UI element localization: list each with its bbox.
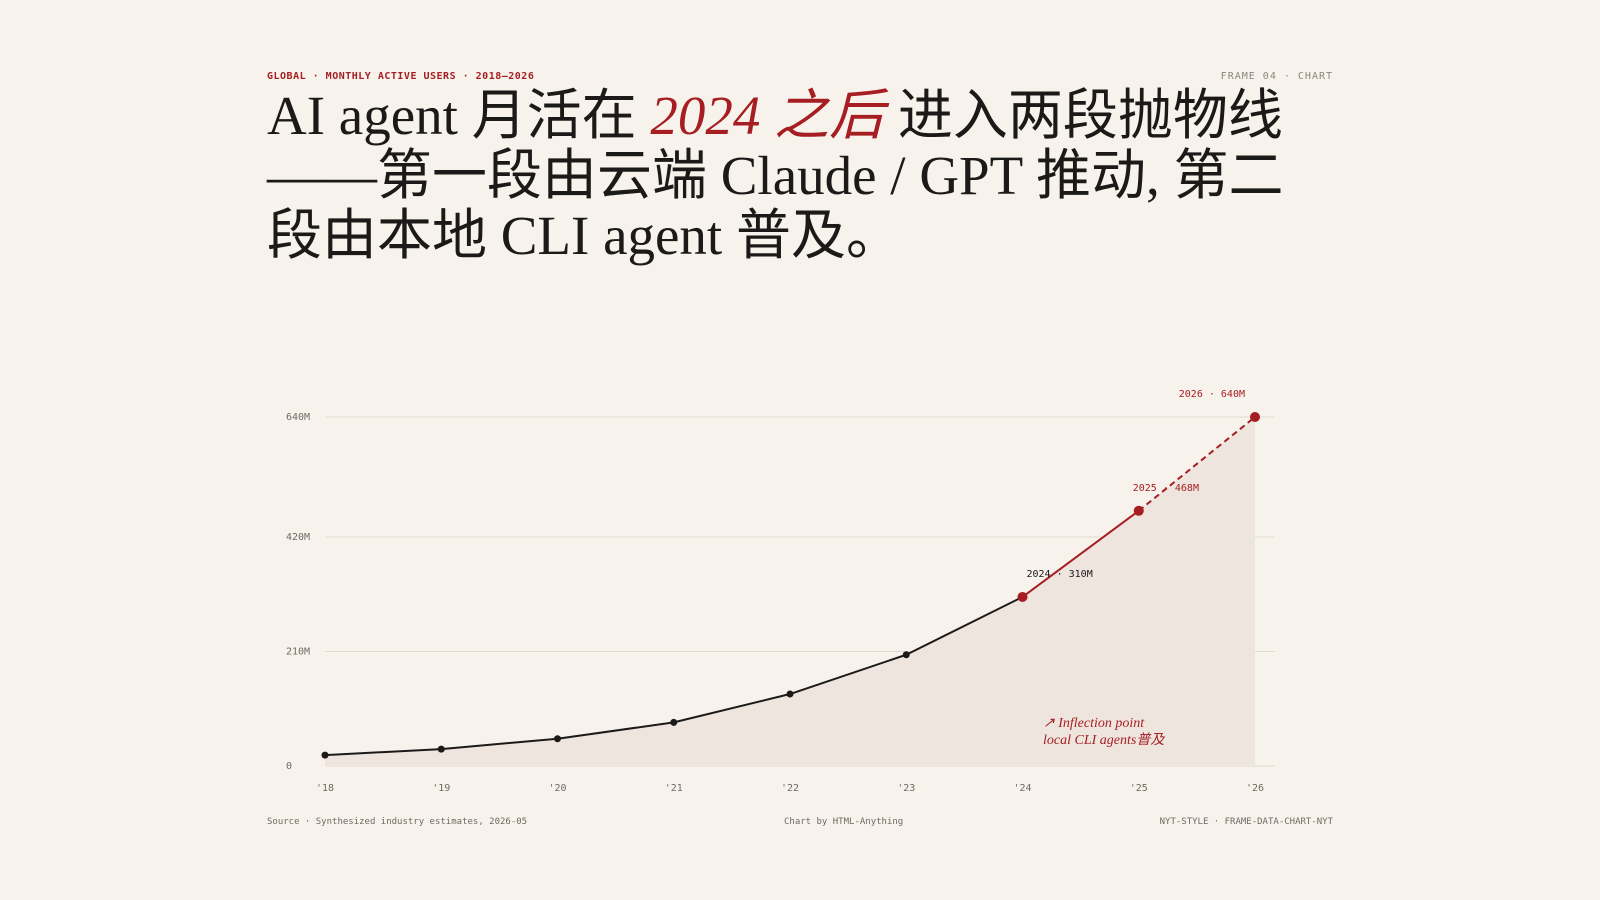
point	[786, 690, 794, 698]
annotation: ↗ Inflection point	[1043, 716, 1145, 731]
point	[1250, 412, 1260, 422]
line-segment	[789, 653, 907, 695]
point	[902, 651, 910, 659]
title-part: AI agent 月活在	[267, 85, 651, 146]
line-segment	[324, 748, 442, 757]
title: AI agent 月活在 2024 之后 进入两段抛物线 ——第一段由云端 Cl…	[267, 86, 1337, 266]
x-tick-label: '22	[781, 783, 799, 794]
x-tick-label: '25	[1130, 783, 1148, 794]
value-label: 2024 · 310M	[1027, 569, 1093, 580]
line-segment	[905, 596, 1023, 656]
area	[325, 417, 1255, 766]
annotation: local CLI agents普及	[1043, 732, 1165, 748]
x-tick-label: '23	[897, 783, 915, 794]
x-tick-label: '21	[665, 783, 683, 794]
point	[321, 751, 329, 759]
line-segment	[557, 721, 674, 740]
x-tick-label: '19	[432, 783, 450, 794]
line-segment	[673, 693, 791, 724]
source: Source · Synthesized industry estimates,…	[267, 817, 528, 827]
point	[1017, 591, 1028, 602]
x-tick-label: '24	[1013, 783, 1031, 794]
x-tick-label: '26	[1246, 783, 1264, 794]
line-segment	[441, 737, 558, 751]
point	[437, 745, 445, 753]
y-tick-label: 210M	[286, 646, 310, 657]
line-segment	[1138, 416, 1256, 512]
point	[554, 735, 561, 743]
kicker: GLOBAL · MONTHLY ACTIVE USERS · 2018–202…	[267, 71, 535, 82]
x-tick-label: '20	[548, 783, 566, 794]
title-highlight: 2024 之后	[650, 85, 885, 146]
x-tick-label: '18	[316, 783, 334, 794]
title-part: 进入两段抛物线 ——第一段由云端 Claude / GPT 推动, 第二段由本地…	[267, 85, 1284, 266]
value-label: 2026 · 640M	[1179, 389, 1245, 400]
y-tick-label: 420M	[286, 532, 310, 543]
tag: NYT-STYLE · FRAME-DATA-CHART-NYT	[1159, 817, 1333, 827]
point	[1133, 505, 1144, 516]
y-tick-label: 0	[286, 761, 292, 772]
frame-label: FRAME 04 · CHART	[1220, 71, 1333, 82]
value-label: 2025 · 468M	[1133, 483, 1199, 494]
line-segment	[1021, 509, 1140, 598]
y-tick-label: 640M	[286, 412, 310, 423]
point	[670, 718, 678, 726]
credit: Chart by HTML-Anything	[784, 817, 904, 827]
